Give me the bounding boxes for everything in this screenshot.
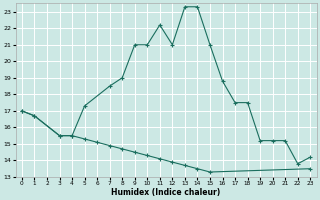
X-axis label: Humidex (Indice chaleur): Humidex (Indice chaleur) bbox=[111, 188, 221, 197]
